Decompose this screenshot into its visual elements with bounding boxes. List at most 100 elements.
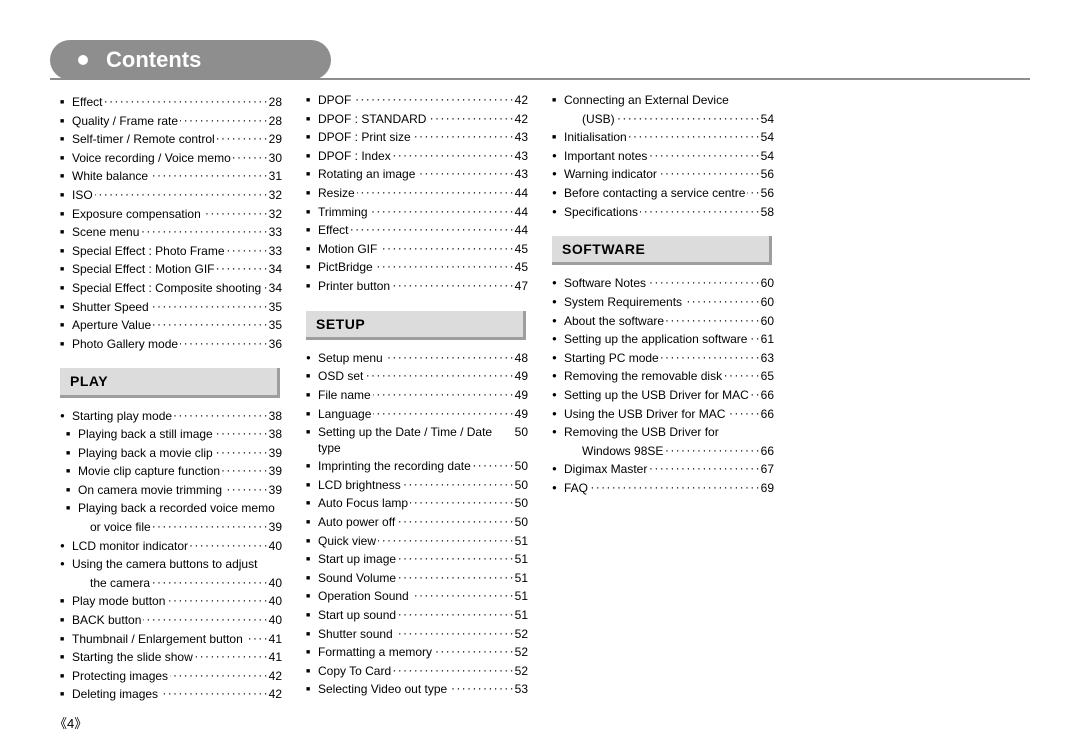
toc-entry: Special Effect : Photo Frame33 <box>60 243 282 260</box>
toc-entry: Starting PC mode63 <box>552 350 774 367</box>
toc-page: 43 <box>515 130 528 146</box>
bullet-disc-icon <box>552 352 564 366</box>
toc-leader-dots <box>104 94 266 106</box>
toc-leader-dots <box>434 644 513 656</box>
bullet-disc-icon <box>60 540 72 554</box>
toc-label: Imprinting the recording date <box>318 459 471 475</box>
toc-label: BACK button <box>72 613 141 629</box>
toc-leader-dots <box>153 519 267 531</box>
bullet-square-icon <box>60 115 72 129</box>
toc-label: File name <box>318 388 371 404</box>
bullet-square-icon <box>306 243 318 257</box>
toc-entry: Start up sound51 <box>306 607 528 624</box>
toc-leader-dots <box>379 241 512 253</box>
toc-leader-dots <box>167 593 266 605</box>
toc-page: 56 <box>761 167 774 183</box>
toc-leader-dots <box>150 168 267 180</box>
toc-entry: Rotating an image43 <box>306 166 528 183</box>
toc-entry: or voice file39 <box>60 519 282 536</box>
toc-label: White balance <box>72 169 148 185</box>
toc-leader-dots <box>649 461 758 473</box>
toc-label: About the software <box>564 314 664 330</box>
toc-label: Before contacting a service centre <box>564 186 745 202</box>
bullet-disc-icon <box>552 206 564 220</box>
toc-entry: Copy To Card52 <box>306 663 528 680</box>
toc-label: Special Effect : Composite shooting <box>72 281 261 297</box>
toc-label: Aperture Value <box>72 318 151 334</box>
bullet-square-icon <box>306 628 318 642</box>
toc-page: 41 <box>269 632 282 648</box>
toc-entry: Shutter Speed35 <box>60 299 282 316</box>
toc-entry: Aperture Value35 <box>60 317 282 334</box>
toc-label: Using the camera buttons to adjust <box>72 557 257 573</box>
toc-label: (USB) <box>582 112 615 128</box>
toc-label: Sound Volume <box>318 571 396 587</box>
toc-page: 50 <box>515 496 528 512</box>
toc-entry: Windows 98SE66 <box>552 443 774 460</box>
toc-leader-dots <box>259 556 280 568</box>
toc-entry: Using the USB Driver for MAC66 <box>552 406 774 423</box>
bullet-square-icon <box>306 665 318 679</box>
toc-entry: Shutter sound52 <box>306 626 528 643</box>
toc-page: 51 <box>515 571 528 587</box>
toc-page: 43 <box>515 149 528 165</box>
toc-page: 50 <box>515 515 528 531</box>
toc-page: 35 <box>269 300 282 316</box>
toc-leader-dots <box>373 387 513 399</box>
toc-entry: Language49 <box>306 406 528 423</box>
toc-page: 66 <box>761 407 774 423</box>
toc-leader-dots <box>224 482 267 494</box>
toc-leader-dots <box>473 458 513 470</box>
toc-leader-dots <box>180 336 267 348</box>
bullet-square-icon <box>60 319 72 333</box>
toc-label: Setting up the application software <box>564 332 747 348</box>
toc-page: 60 <box>761 295 774 311</box>
toc-label: Exposure compensation <box>72 207 201 223</box>
toc-entry: Before contacting a service centre56 <box>552 185 774 202</box>
toc-page: 52 <box>515 664 528 680</box>
toc-entry: Starting the slide show41 <box>60 649 282 666</box>
bullet-disc-icon <box>60 558 72 572</box>
bullet-square-icon <box>66 428 78 442</box>
toc-entry: Special Effect : Composite shooting34 <box>60 280 282 297</box>
toc-leader-dots <box>640 204 759 216</box>
toc-entry: LCD brightness50 <box>306 477 528 494</box>
toc-page: 32 <box>269 188 282 204</box>
toc-entry: On camera movie trimming39 <box>60 482 282 499</box>
bullet-disc-icon <box>306 352 318 366</box>
toc-entry: Playing back a movie clip39 <box>60 445 282 462</box>
bullet-square-icon <box>60 595 72 609</box>
toc-entry: Start up image51 <box>306 551 528 568</box>
toc-leader-dots <box>724 368 759 380</box>
toc-columns: Effect28Quality / Frame rate28Self-timer… <box>60 92 1020 706</box>
toc-leader-dots <box>141 224 266 236</box>
toc-leader-dots <box>665 443 758 455</box>
toc-label: Motion GIF <box>318 242 377 258</box>
toc-page: 39 <box>269 464 282 480</box>
toc-leader-dots <box>353 92 512 104</box>
toc-entry: Removing the USB Driver for <box>552 424 774 441</box>
bullet-square-icon <box>306 187 318 201</box>
toc-entry: Setting up the Date / Time / Date type50 <box>306 424 528 456</box>
bullet-square-icon <box>552 94 564 108</box>
bullet-square-icon <box>66 484 78 498</box>
toc-page: 52 <box>515 645 528 661</box>
bullet-square-icon <box>60 189 72 203</box>
bullet-square-icon <box>60 301 72 315</box>
toc-label: Setting up the Date / Time / Date type <box>318 425 511 456</box>
toc-entry: Thumbnail / Enlargement button 41 <box>60 631 282 648</box>
toc-entry: About the software60 <box>552 313 774 330</box>
toc-entry: White balance31 <box>60 168 282 185</box>
toc-leader-dots <box>375 259 513 271</box>
toc-label: Thumbnail / Enlargement button <box>72 632 243 648</box>
toc-entry: Warning indicator56 <box>552 166 774 183</box>
toc-label: LCD brightness <box>318 478 401 494</box>
toc-page: 61 <box>761 332 774 348</box>
toc-leader-dots <box>661 350 759 362</box>
toc-leader-dots <box>721 424 772 436</box>
toc-page: 32 <box>269 207 282 223</box>
toc-leader-dots <box>190 538 267 550</box>
toc-label: Movie clip capture function <box>78 464 220 480</box>
toc-label: Connecting an External Device <box>564 93 729 109</box>
toc-page: 33 <box>269 225 282 241</box>
